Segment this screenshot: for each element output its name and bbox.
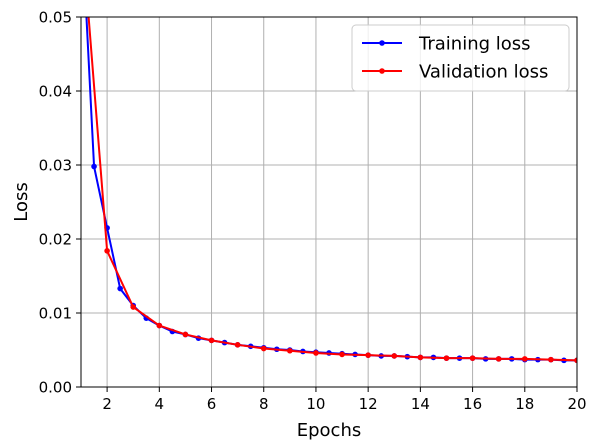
- x-tick-label: 2: [102, 395, 112, 413]
- legend-box: [351, 24, 570, 92]
- x-tick-label: 12: [359, 395, 378, 413]
- y-axis-label: Loss: [11, 182, 32, 221]
- data-point-validation: [260, 345, 267, 352]
- data-point-validation: [469, 355, 476, 361]
- x-tick-label: 4: [155, 395, 165, 413]
- y-tick-label: 0.05: [39, 9, 72, 27]
- x-tick-label: 6: [207, 395, 217, 413]
- data-point-validation: [417, 354, 424, 361]
- series-layer: [85, 17, 577, 364]
- y-tick-label: 0.00: [39, 379, 72, 397]
- data-point-validation: [521, 356, 528, 362]
- legend-marker-training: [379, 40, 385, 46]
- x-tick-label: 18: [515, 395, 534, 413]
- data-point-training: [91, 163, 97, 170]
- data-point-validation: [574, 357, 577, 364]
- legend-label-training: Training loss: [418, 34, 531, 55]
- legend-label-validation: Validation loss: [419, 62, 548, 83]
- data-point-validation: [208, 337, 215, 344]
- data-point-validation: [365, 352, 371, 358]
- data-point-validation: [287, 347, 293, 354]
- y-axis-ticks: 0.00 0.01 0.02 0.03 0.04 0.05: [39, 9, 81, 397]
- data-point-validation: [234, 342, 241, 348]
- y-tick-label: 0.01: [39, 305, 72, 323]
- x-tick-label: 14: [411, 395, 430, 413]
- plot-frame: [80, 16, 578, 388]
- data-point-validation: [156, 322, 163, 329]
- data-point-validation: [548, 356, 554, 363]
- data-point-validation: [130, 304, 137, 310]
- data-point-validation: [391, 353, 398, 359]
- legend-marker-validation: [379, 68, 385, 74]
- x-tick-label: 8: [259, 395, 269, 413]
- x-axis-ticks: 2 4 6 8 10 12 14 16 18 20: [102, 387, 587, 413]
- y-tick-label: 0.03: [39, 157, 72, 175]
- data-point-validation: [104, 248, 110, 254]
- data-point-validation: [182, 331, 189, 338]
- x-tick-label: 16: [463, 395, 482, 413]
- y-tick-label: 0.04: [39, 83, 72, 101]
- legend: Training loss Validation loss: [351, 24, 570, 92]
- data-point-validation: [339, 351, 345, 358]
- series-line-validation: [87, 17, 577, 362]
- data-point-validation: [495, 356, 502, 362]
- data-point-validation: [443, 355, 450, 361]
- data-point-validation: [313, 350, 319, 356]
- x-tick-label: 10: [306, 395, 325, 413]
- x-axis-label: Epochs: [297, 420, 362, 441]
- y-tick-label: 0.02: [39, 231, 72, 249]
- x-tick-label: 20: [567, 395, 586, 413]
- data-point-training: [117, 285, 123, 292]
